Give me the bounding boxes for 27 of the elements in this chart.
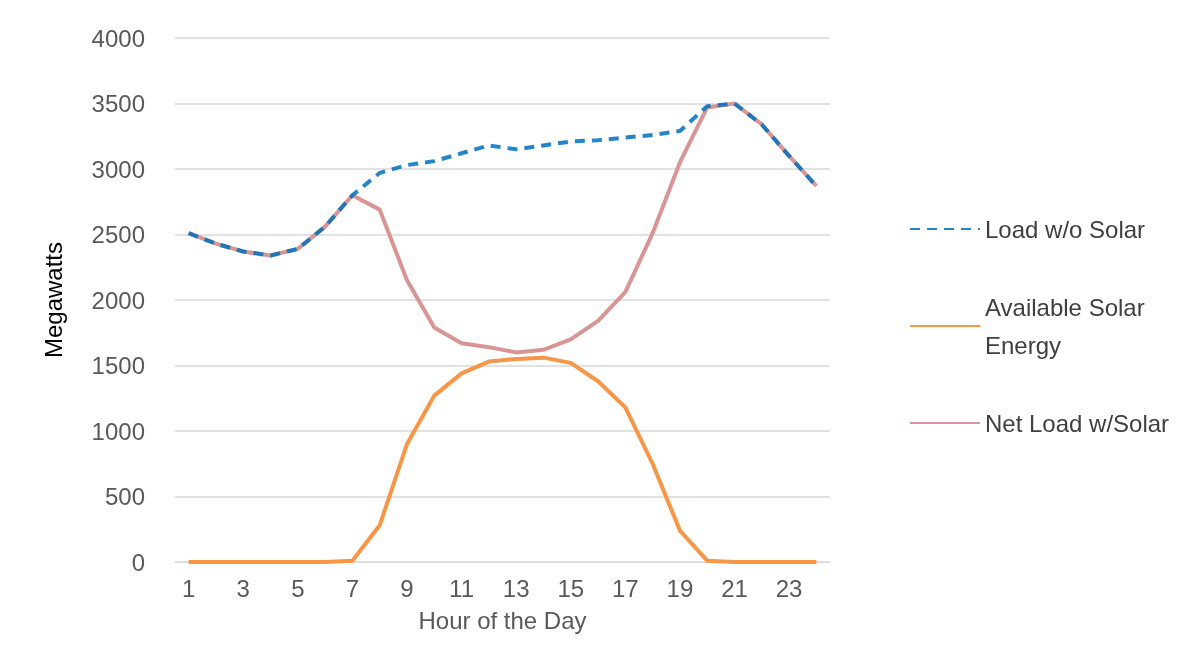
x-tick-label: 1 <box>181 574 196 602</box>
y-tick-label: 3500 <box>91 90 145 117</box>
x-tick-label: 3 <box>236 574 250 602</box>
y-tick-label: 4000 <box>91 24 145 52</box>
legend-label: Load w/o Solar <box>985 215 1146 243</box>
legend-label: Available Solar Energy <box>985 293 1152 359</box>
line-series <box>186 355 819 564</box>
x-tick-label: 21 <box>721 574 748 602</box>
y-tick-label: 0 <box>131 548 145 576</box>
x-tick-label: 19 <box>666 574 694 602</box>
x-tick-label: 5 <box>291 574 305 602</box>
x-tick-label: 23 <box>775 574 803 602</box>
y-axis-title: Megawatts <box>39 241 67 359</box>
x-tick-label: 15 <box>557 574 585 602</box>
x-axis-title: Hour of the Day <box>418 606 587 634</box>
x-tick-label: 9 <box>400 574 414 602</box>
x-tick-label: 17 <box>611 574 639 602</box>
y-tick-label: 500 <box>104 483 145 510</box>
y-tick-label: 2500 <box>91 221 145 248</box>
x-tick-label: 13 <box>502 574 530 602</box>
y-tick-label: 1500 <box>91 352 145 379</box>
x-tick-label: 7 <box>345 574 360 602</box>
legend-label: Net Load w/Solar <box>985 409 1170 437</box>
y-tick-label: 1000 <box>91 417 145 445</box>
y-tick-label: 2000 <box>91 286 145 314</box>
y-tick-label: 3000 <box>91 155 145 183</box>
x-tick-label: 11 <box>449 574 475 602</box>
